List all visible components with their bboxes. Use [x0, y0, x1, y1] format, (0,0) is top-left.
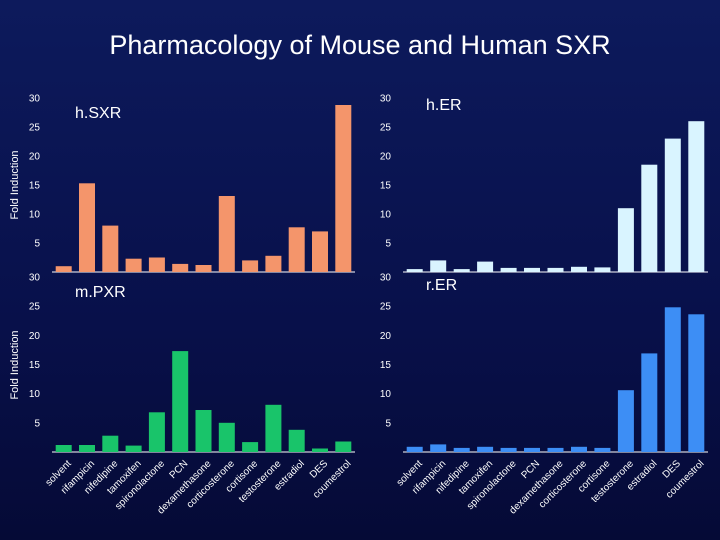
bar-m-pxr-cortisone: [242, 442, 259, 452]
y-tick-m-pxr-20: 20: [29, 331, 41, 342]
bar-r-er-dexamethasone: [547, 447, 564, 452]
bar-h-er-testosterone: [617, 208, 634, 272]
panel-title-h-sxr: h.SXR: [75, 105, 121, 122]
bar-m-pxr-corticosterone: [218, 422, 235, 452]
bar-r-er-spironolactone: [500, 447, 517, 452]
bar-m-pxr-nifedipine: [102, 435, 119, 452]
bar-h-er-coumestrol: [688, 121, 705, 272]
y-tick-h-er-5: 5: [385, 239, 391, 250]
bar-r-er-testosterone: [617, 390, 634, 452]
y-tick-h-sxr-20: 20: [29, 152, 41, 163]
bar-h-er-dexamethasone: [547, 267, 564, 272]
y-tick-m-pxr-10: 10: [29, 389, 41, 400]
y-tick-h-sxr-10: 10: [29, 210, 41, 221]
y-tick-h-sxr-25: 25: [29, 123, 41, 134]
y-tick-h-sxr-5: 5: [34, 239, 40, 250]
bar-h-sxr-testosterone: [265, 255, 282, 272]
bar-h-sxr-des: [312, 231, 328, 272]
bar-h-sxr-coumestrol: [335, 105, 352, 272]
y-tick-r-er-5: 5: [385, 418, 391, 429]
panel-title-m-pxr: m.PXR: [75, 284, 126, 301]
bar-h-sxr-spironolactone: [148, 257, 165, 272]
bar-h-er-solvent: [406, 269, 423, 272]
y-tick-m-pxr-25: 25: [29, 302, 41, 313]
bar-m-pxr-solvent: [55, 445, 72, 452]
bar-r-er-nifedipine: [453, 447, 470, 452]
y-tick-h-sxr-15: 15: [29, 181, 41, 192]
bar-h-er-des: [664, 138, 681, 272]
bar-h-sxr-rifampicin: [79, 183, 95, 272]
bar-h-sxr-cortisone: [242, 260, 259, 272]
y-tick-h-sxr-30: 30: [29, 94, 41, 105]
bar-m-pxr-spironolactone: [148, 412, 165, 452]
bar-h-er-nifedipine: [453, 269, 470, 272]
bar-m-pxr-coumestrol: [335, 441, 352, 452]
y-tick-m-pxr-5: 5: [34, 418, 40, 429]
y-tick-h-er-15: 15: [380, 181, 392, 192]
bar-r-er-corticosterone: [571, 446, 587, 453]
bar-h-sxr-pcn: [172, 263, 189, 272]
bar-m-pxr-pcn: [172, 351, 189, 452]
y-tick-m-pxr-30: 30: [29, 273, 41, 284]
bar-h-sxr-corticosterone: [218, 196, 235, 272]
bar-h-er-corticosterone: [571, 266, 587, 272]
y-tick-h-er-30: 30: [380, 94, 392, 105]
bar-h-sxr-tamoxifen: [125, 258, 142, 272]
bar-r-er-coumestrol: [688, 314, 705, 452]
y-tick-r-er-30: 30: [380, 273, 392, 284]
bar-r-er-tamoxifen: [477, 446, 494, 453]
bar-h-er-pcn: [524, 267, 540, 272]
bar-h-er-tamoxifen: [477, 261, 494, 272]
bar-m-pxr-des: [312, 448, 328, 452]
bar-h-er-spironolactone: [500, 267, 517, 272]
bar-m-pxr-rifampicin: [79, 445, 95, 452]
bar-h-sxr-solvent: [55, 266, 72, 272]
y-tick-r-er-20: 20: [380, 331, 392, 342]
bar-m-pxr-testosterone: [265, 404, 282, 453]
bar-r-er-cortisone: [594, 447, 611, 452]
bar-h-sxr-nifedipine: [102, 225, 119, 272]
y-tick-h-er-25: 25: [380, 123, 392, 134]
panel-title-r-er: r.ER: [426, 277, 457, 294]
bar-h-sxr-dexamethasone: [195, 265, 212, 272]
bar-m-pxr-dexamethasone: [195, 410, 212, 452]
bar-h-er-estradiol: [641, 164, 658, 272]
bar-m-pxr-estradiol: [288, 429, 305, 452]
bar-h-er-rifampicin: [430, 260, 447, 272]
y-tick-h-er-10: 10: [380, 210, 392, 221]
panel-title-h-er: h.ER: [426, 97, 462, 114]
bar-r-er-solvent: [406, 446, 423, 453]
bar-h-sxr-estradiol: [288, 227, 305, 272]
y-axis-label-bottom: Fold Induction: [9, 330, 21, 399]
bar-r-er-rifampicin: [430, 444, 447, 452]
y-tick-r-er-10: 10: [380, 389, 392, 400]
page-title: Pharmacology of Mouse and Human SXR: [109, 30, 611, 60]
bar-h-er-cortisone: [594, 267, 611, 272]
y-tick-r-er-15: 15: [380, 360, 392, 371]
y-axis-label-top: Fold Induction: [9, 150, 21, 219]
y-tick-h-er-20: 20: [380, 152, 392, 163]
bar-r-er-pcn: [524, 447, 540, 452]
bar-r-er-estradiol: [641, 353, 658, 452]
bar-m-pxr-tamoxifen: [125, 445, 142, 452]
y-tick-r-er-25: 25: [380, 302, 392, 313]
bar-r-er-des: [664, 307, 681, 452]
y-tick-m-pxr-15: 15: [29, 360, 41, 371]
